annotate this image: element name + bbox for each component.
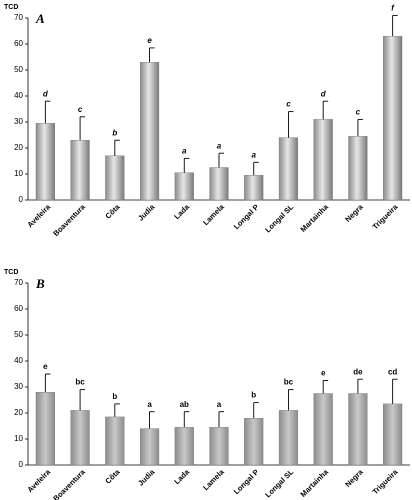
significance-letter: a — [182, 147, 187, 156]
bar — [105, 155, 125, 201]
bar — [70, 139, 90, 201]
bar — [35, 392, 55, 466]
significance-letter: b — [112, 392, 117, 401]
x-tick-label: Boaventura — [51, 202, 87, 238]
y-tick-label: 20 — [14, 408, 23, 417]
y-tick-label: 50 — [14, 330, 23, 339]
bar — [278, 137, 299, 201]
x-tick-label: Boaventura — [51, 467, 87, 500]
y-tick-label: 60 — [14, 39, 23, 48]
y-axis-label: TCD — [4, 4, 18, 11]
bar — [244, 175, 264, 201]
y-axis-label: TCD — [4, 269, 18, 276]
x-tick-label: Côta — [103, 202, 122, 221]
x-tick-label: Côta — [103, 467, 122, 486]
bar — [105, 416, 125, 466]
significance-letter: c — [78, 105, 83, 114]
significance-letter: bc — [75, 378, 85, 387]
significance-letter: a — [252, 150, 257, 159]
x-tick-label: Negra — [343, 202, 365, 224]
bar — [348, 393, 368, 466]
y-tick-label: 70 — [14, 13, 23, 22]
panel-label: B — [35, 276, 45, 291]
y-tick-label: 30 — [14, 382, 23, 391]
y-tick-label: 40 — [14, 91, 23, 100]
y-tick-label: 30 — [14, 117, 23, 126]
significance-letter: cd — [388, 367, 397, 376]
bar — [174, 172, 194, 201]
y-tick-label: 0 — [19, 460, 24, 469]
x-tick-label: Aveleira — [25, 202, 52, 229]
y-tick-label: 20 — [14, 143, 23, 152]
bar — [209, 427, 229, 466]
x-tick-label: Longal SL — [263, 202, 295, 234]
bar — [348, 136, 368, 201]
bar — [383, 403, 403, 466]
x-tick-label: Longal SL — [263, 467, 295, 499]
y-tick-label: 40 — [14, 356, 23, 365]
y-tick-label: 50 — [14, 65, 23, 74]
bar — [139, 428, 160, 466]
significance-letter: bc — [284, 378, 294, 387]
significance-letter: f — [391, 4, 395, 13]
significance-letter: e — [43, 362, 48, 371]
significance-letter: b — [251, 391, 256, 400]
x-tick-label: Lada — [172, 202, 191, 221]
x-tick-label: Trigueira — [371, 467, 400, 496]
bar — [244, 418, 264, 466]
y-tick-label: 60 — [14, 304, 23, 313]
significance-letter: de — [353, 367, 363, 376]
significance-letter: a — [217, 400, 222, 409]
y-tick-label: 0 — [19, 195, 24, 204]
x-tick-label: Longal P — [232, 202, 261, 231]
bar — [35, 123, 55, 201]
bar — [139, 62, 160, 201]
bar — [313, 119, 333, 201]
significance-letter: d — [43, 89, 49, 98]
significance-letter: a — [217, 141, 222, 150]
significance-letter: c — [286, 100, 291, 109]
bar — [174, 427, 194, 466]
y-tick-label: 70 — [14, 278, 23, 287]
x-tick-label: Judia — [136, 202, 157, 223]
bar — [209, 167, 229, 201]
x-tick-label: Negra — [343, 467, 365, 489]
x-tick-label: Lamela — [201, 202, 226, 227]
bar — [70, 410, 90, 466]
significance-letter: e — [321, 369, 326, 378]
significance-letter: a — [147, 400, 152, 409]
bar — [383, 36, 403, 201]
bar — [313, 393, 333, 466]
x-tick-label: Longal P — [232, 467, 261, 496]
y-tick-label: 10 — [14, 169, 23, 178]
x-tick-label: Martainha — [299, 467, 331, 499]
significance-letter: d — [321, 89, 327, 98]
x-tick-label: Aveleira — [25, 467, 52, 494]
panel-label: A — [35, 11, 45, 26]
x-tick-label: Lamela — [201, 467, 226, 492]
significance-letter: ab — [180, 400, 189, 409]
y-tick-label: 10 — [14, 434, 23, 443]
significance-letter: b — [112, 128, 117, 137]
significance-letter: c — [356, 108, 361, 117]
significance-letter: e — [147, 36, 152, 45]
x-tick-label: Trigueira — [371, 202, 400, 231]
bar — [278, 410, 299, 466]
x-tick-label: Judia — [136, 467, 157, 488]
x-tick-label: Martainha — [299, 202, 331, 234]
x-tick-label: Lada — [172, 467, 191, 486]
